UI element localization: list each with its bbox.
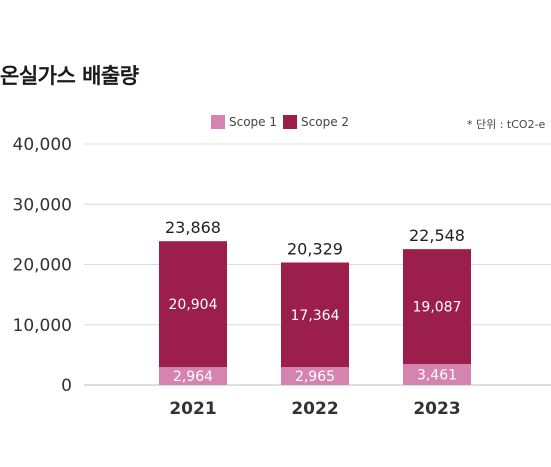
- y-tick-label: 30,000: [13, 195, 72, 215]
- legend-label-scope1: Scope 1: [229, 115, 278, 129]
- chart-title: 온실가스 배출량: [0, 64, 139, 88]
- data-label-scope1: 2,964: [173, 369, 213, 385]
- legend-label-scope2: Scope 2: [301, 115, 350, 129]
- data-label-scope1: 3,461: [417, 368, 457, 384]
- bar-scope2: [403, 249, 471, 365]
- y-tick-label: 0: [61, 376, 72, 396]
- data-label-scope1: 2,965: [295, 369, 335, 385]
- unit-note: * 단위 : tCO2-e: [467, 118, 546, 131]
- x-tick-label: 2022: [291, 399, 338, 419]
- data-label-scope2: 17,364: [291, 308, 340, 324]
- legend: Scope 1 Scope 2: [211, 115, 355, 129]
- y-tick-label: 20,000: [13, 256, 72, 276]
- bar-scope2: [159, 241, 227, 368]
- bar-scope1: [281, 367, 349, 385]
- total-label: 20,329: [287, 240, 343, 259]
- x-tick-label: 2023: [413, 399, 460, 419]
- total-label: 23,868: [165, 218, 221, 237]
- data-label-scope2: 20,904: [169, 297, 218, 313]
- y-tick-label: 10,000: [13, 316, 72, 336]
- y-tick-label: 40,000: [13, 135, 72, 155]
- legend-swatch-scope1: [211, 115, 225, 129]
- x-tick-label: 2021: [169, 399, 216, 419]
- bar-scope1: [403, 364, 471, 385]
- legend-item-scope2: Scope 2: [283, 115, 349, 129]
- total-label: 22,548: [409, 226, 465, 245]
- legend-item-scope1: Scope 1: [211, 115, 277, 129]
- bar-scope2: [281, 262, 349, 368]
- data-label-scope2: 19,087: [413, 300, 462, 316]
- bar-scope1: [159, 367, 227, 385]
- legend-swatch-scope2: [283, 115, 298, 129]
